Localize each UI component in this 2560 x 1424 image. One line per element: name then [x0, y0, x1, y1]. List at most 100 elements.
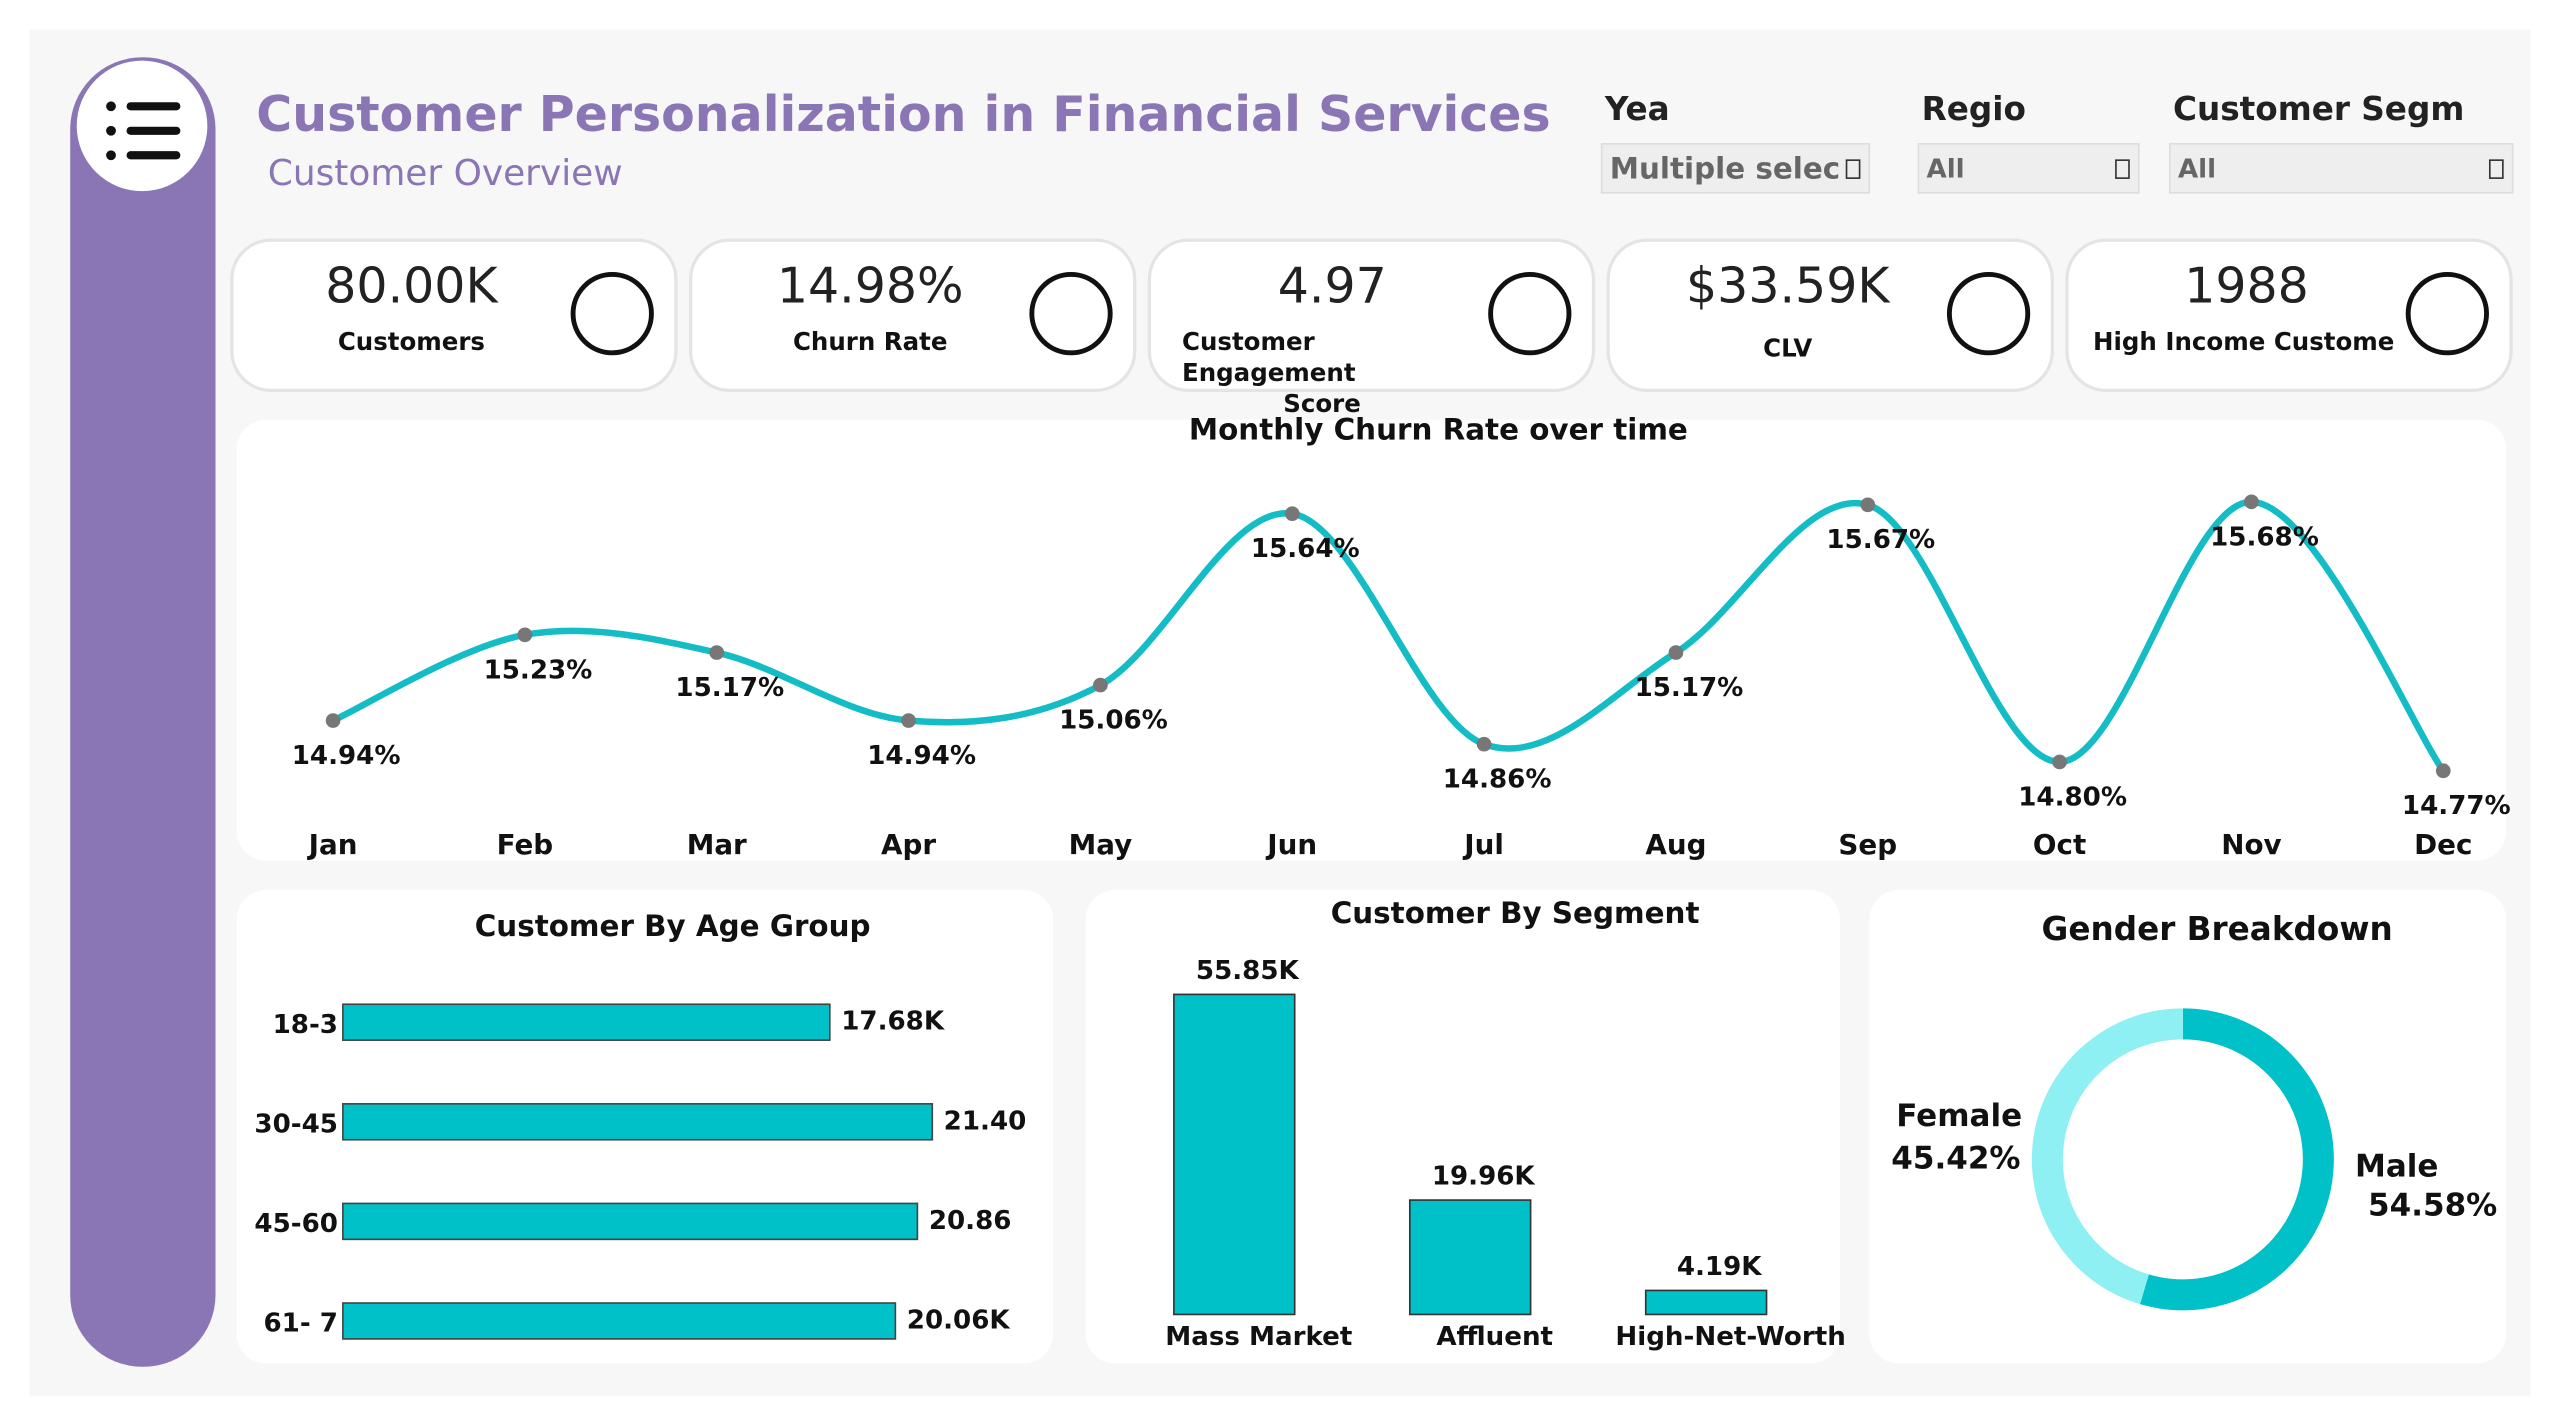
point [1284, 506, 1300, 522]
panel [1869, 889, 2507, 1364]
bar [342, 1202, 919, 1241]
x-tick-label: Mar [687, 828, 747, 861]
x-tick-label: Mass Market [1165, 1322, 1352, 1352]
x-tick-label: High-Net-Worth [1615, 1322, 1845, 1352]
x-tick-label: Sep [1838, 828, 1897, 861]
kpi-label: High Income Custome [2093, 327, 2394, 356]
point [1093, 677, 1108, 693]
bar [342, 1003, 831, 1041]
panel [236, 419, 2507, 861]
kpi-value: 1988 [2184, 258, 2309, 315]
kpi-card: 80.00K Customers [230, 238, 678, 393]
dropdown[interactable] [1917, 143, 2140, 194]
data-label: 15.17% [1635, 673, 1744, 703]
kpi-icon [1946, 272, 2031, 356]
x-tick-label: Feb [497, 828, 554, 861]
subtitle: Customer Overview [268, 153, 623, 194]
point [1476, 736, 1492, 752]
card [1147, 238, 1596, 393]
kpi-label: Customer Engagement Score [1182, 327, 1361, 418]
title: Customer Personalization in Financial Se… [256, 86, 1550, 143]
bar [342, 1103, 934, 1141]
chart-title: Monthly Churn Rate over time [1189, 413, 1688, 447]
kpi-value: 14.98% [777, 258, 964, 315]
x-tick-label: May [1069, 828, 1133, 861]
data-label: 45.42% [1891, 1140, 2020, 1176]
dropdown-icon [2488, 159, 2504, 179]
kpi-label: Customers [338, 327, 485, 356]
chart-title: Customer By Age Group [475, 909, 871, 943]
bar [1173, 993, 1296, 1316]
kpi-value: $33.59K [1686, 258, 1891, 315]
point [2244, 494, 2259, 510]
y-tick-label: 18-3 [273, 1010, 338, 1040]
x-tick-label: Apr [881, 828, 936, 861]
data-label: 19.96K [1432, 1162, 1537, 1192]
menu-button[interactable] [76, 60, 208, 192]
data-label: 14.80% [2018, 782, 2127, 812]
bar [1644, 1289, 1768, 1316]
point [325, 713, 341, 728]
data-label: 15.67% [1826, 525, 1935, 555]
donut-slice [2031, 1008, 2184, 1305]
x-tick-label: Jan [307, 828, 358, 861]
data-label: 4.19K [1677, 1252, 1763, 1282]
dropdown-icon [1845, 159, 1861, 179]
chart-title: Gender Breakdown [2042, 910, 2393, 948]
data-label: 14.94% [867, 741, 976, 771]
point [2052, 754, 2067, 770]
data-label: 15.06% [1059, 705, 1168, 735]
y-tick-label: 30-45 [254, 1110, 338, 1140]
data-label: 15.23% [484, 655, 593, 685]
kpi-icon [2405, 272, 2489, 356]
point [1668, 645, 1684, 660]
data-label: 14.86% [1443, 765, 1552, 795]
data-label: 20.06K [907, 1305, 1012, 1335]
kpi-card: 14.98% Churn Rate [688, 238, 1137, 393]
x-tick-label: Oct [2033, 828, 2086, 861]
dropdown-value: All [1927, 154, 1965, 184]
kpi-value: 4.97 [1278, 258, 1387, 315]
kpi-card: $33.59K CLV [1606, 238, 2054, 393]
dropdown[interactable] [2168, 143, 2514, 194]
point [1860, 497, 1876, 513]
data-label: 14.77% [2402, 791, 2511, 821]
kpi-icon [570, 272, 654, 356]
dropdown[interactable] [1600, 143, 1871, 194]
filter-label: Regio [1922, 90, 2026, 128]
chart-title: Customer By Segment [1331, 896, 1700, 930]
card [230, 238, 678, 393]
dropdown-value: All [2178, 154, 2216, 184]
data-label: 54.58% [2368, 1188, 2497, 1224]
kpi-value: 80.00K [325, 258, 499, 315]
kpi-label: Churn Rate [793, 327, 947, 356]
bar [1408, 1199, 1532, 1316]
card [1606, 238, 2054, 393]
data-label: 21.40 [944, 1106, 1027, 1136]
x-tick-label: Aug [1645, 828, 1706, 861]
x-tick-label: Nov [2221, 828, 2281, 861]
filter-label: Yea [1604, 90, 1670, 128]
kpi-card: 1988 High Income Custome [2065, 238, 2513, 393]
kpi-icon [1029, 272, 1113, 356]
kpi-card: 4.97 Customer Engagement Score [1147, 238, 1596, 418]
filter[interactable]: Yea Multiple selec [1600, 90, 1871, 194]
data-label: 15.17% [675, 673, 784, 703]
y-tick-label: 61- 7 [264, 1309, 338, 1339]
data-label: 15.68% [2210, 522, 2319, 552]
x-tick-label: Dec [2414, 828, 2472, 861]
filter[interactable]: Customer Segm All [2168, 90, 2514, 194]
data-label: 55.85K [1196, 956, 1301, 986]
card [688, 238, 1137, 393]
donut-slice [2140, 1008, 2334, 1311]
data-label: 17.68K [841, 1007, 946, 1037]
card [2065, 238, 2513, 393]
point [517, 627, 533, 643]
data-label: 14.94% [292, 741, 401, 771]
data-label: 15.64% [1251, 534, 1360, 564]
filter[interactable]: Regio All [1917, 90, 2140, 194]
point [2435, 763, 2451, 779]
bar [342, 1302, 897, 1340]
